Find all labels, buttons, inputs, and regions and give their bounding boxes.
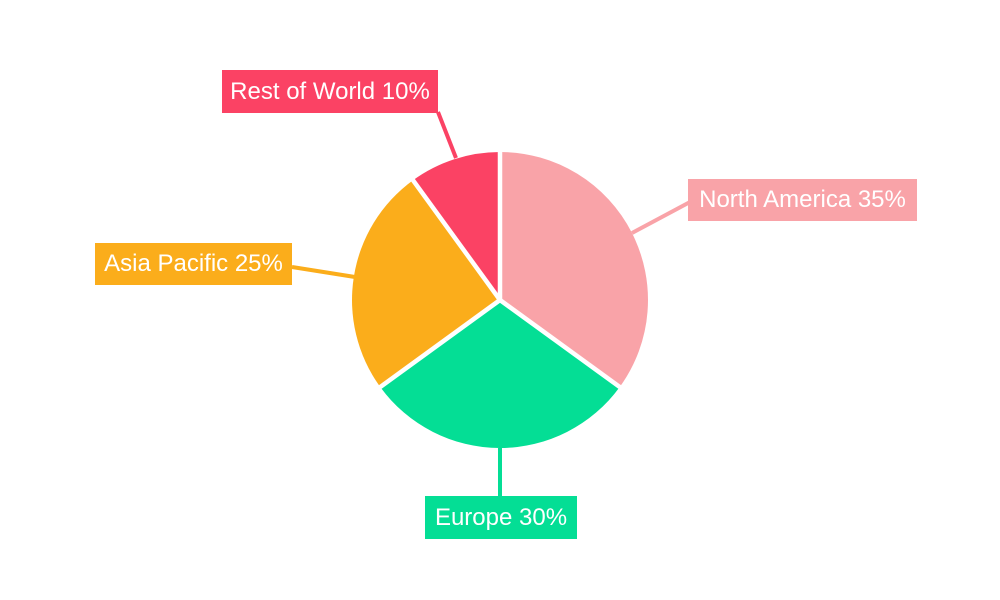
- slice-separator: [410, 178, 502, 302]
- pie-slice-north-america: [500, 152, 648, 387]
- pie-slice-asia-pacific: [352, 180, 500, 387]
- callout-label-europe: Europe 30%: [425, 496, 577, 539]
- callout-label-rest-of-world: Rest of World 10%: [222, 70, 438, 113]
- callout-text-europe: Europe 30%: [434, 503, 568, 531]
- pie-slice-rest-of-world: [413, 152, 500, 300]
- leader-line-asia-pacific: [291, 265, 356, 279]
- callout-text-rest-of-world: Rest of World 10%: [230, 77, 430, 105]
- leader-line-north-america: [631, 200, 691, 235]
- slice-separator: [378, 298, 502, 390]
- callout-label-north-america: North America 35%: [688, 179, 917, 221]
- callout-label-asia-pacific: Asia Pacific 25%: [95, 243, 292, 285]
- callout-text-north-america: North America 35%: [699, 186, 906, 213]
- callout-text-asia-pacific: Asia Pacific 25%: [104, 250, 283, 277]
- pie-slice-europe: [380, 300, 620, 448]
- leader-line-rest-of-world: [436, 111, 458, 159]
- slice-separator: [498, 298, 622, 390]
